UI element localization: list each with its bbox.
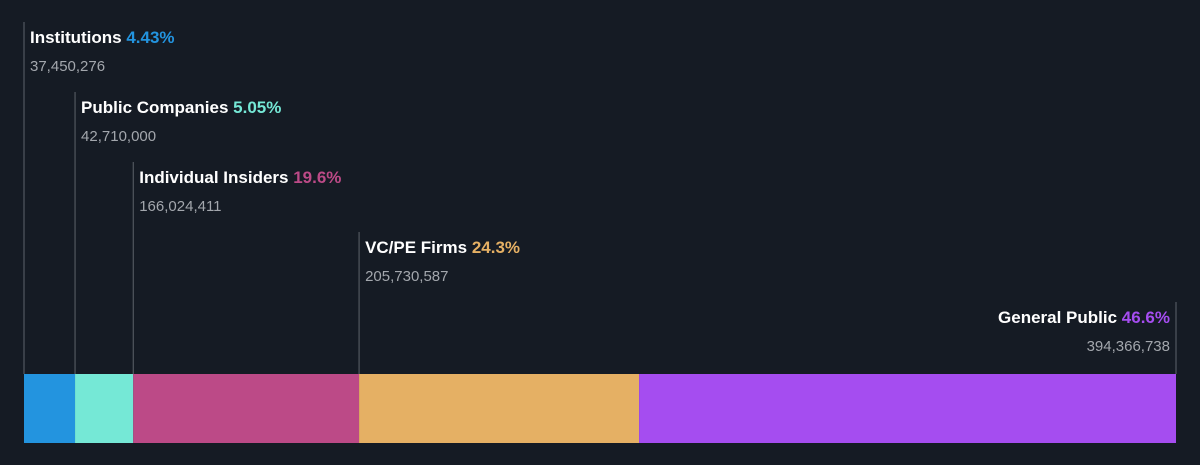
segment-label: Institutions 4.43% — [30, 28, 175, 47]
segment-label: Individual Insiders 19.6% — [139, 168, 341, 187]
segment — [24, 374, 76, 443]
segment-name: VC/PE Firms — [365, 238, 467, 257]
segment — [133, 374, 360, 443]
segment-detail: 166,024,411 — [139, 198, 221, 215]
segment-percent: 24.3% — [472, 238, 520, 257]
segment-name: Individual Insiders — [139, 168, 288, 187]
segment-percent: 19.6% — [293, 168, 341, 187]
segment — [639, 374, 1176, 443]
segment — [75, 374, 134, 443]
segment-percent: 46.6% — [1122, 308, 1170, 327]
segment-detail: 42,710,000 — [81, 128, 156, 145]
segment-label: General Public 46.6% — [998, 308, 1170, 327]
segment-detail: 37,450,276 — [30, 58, 105, 75]
segment-percent: 5.05% — [233, 98, 281, 117]
segment-label: Public Companies 5.05% — [81, 98, 281, 117]
segment-name: Institutions — [30, 28, 122, 47]
segment-label: VC/PE Firms 24.3% — [365, 238, 520, 257]
segment — [359, 374, 640, 443]
segment-name: Public Companies — [81, 98, 228, 117]
segment-detail: 205,730,587 — [365, 268, 448, 285]
segment-percent: 4.43% — [126, 28, 174, 47]
segment-name: General Public — [998, 308, 1117, 327]
segment-detail: 394,366,738 — [1087, 338, 1170, 355]
